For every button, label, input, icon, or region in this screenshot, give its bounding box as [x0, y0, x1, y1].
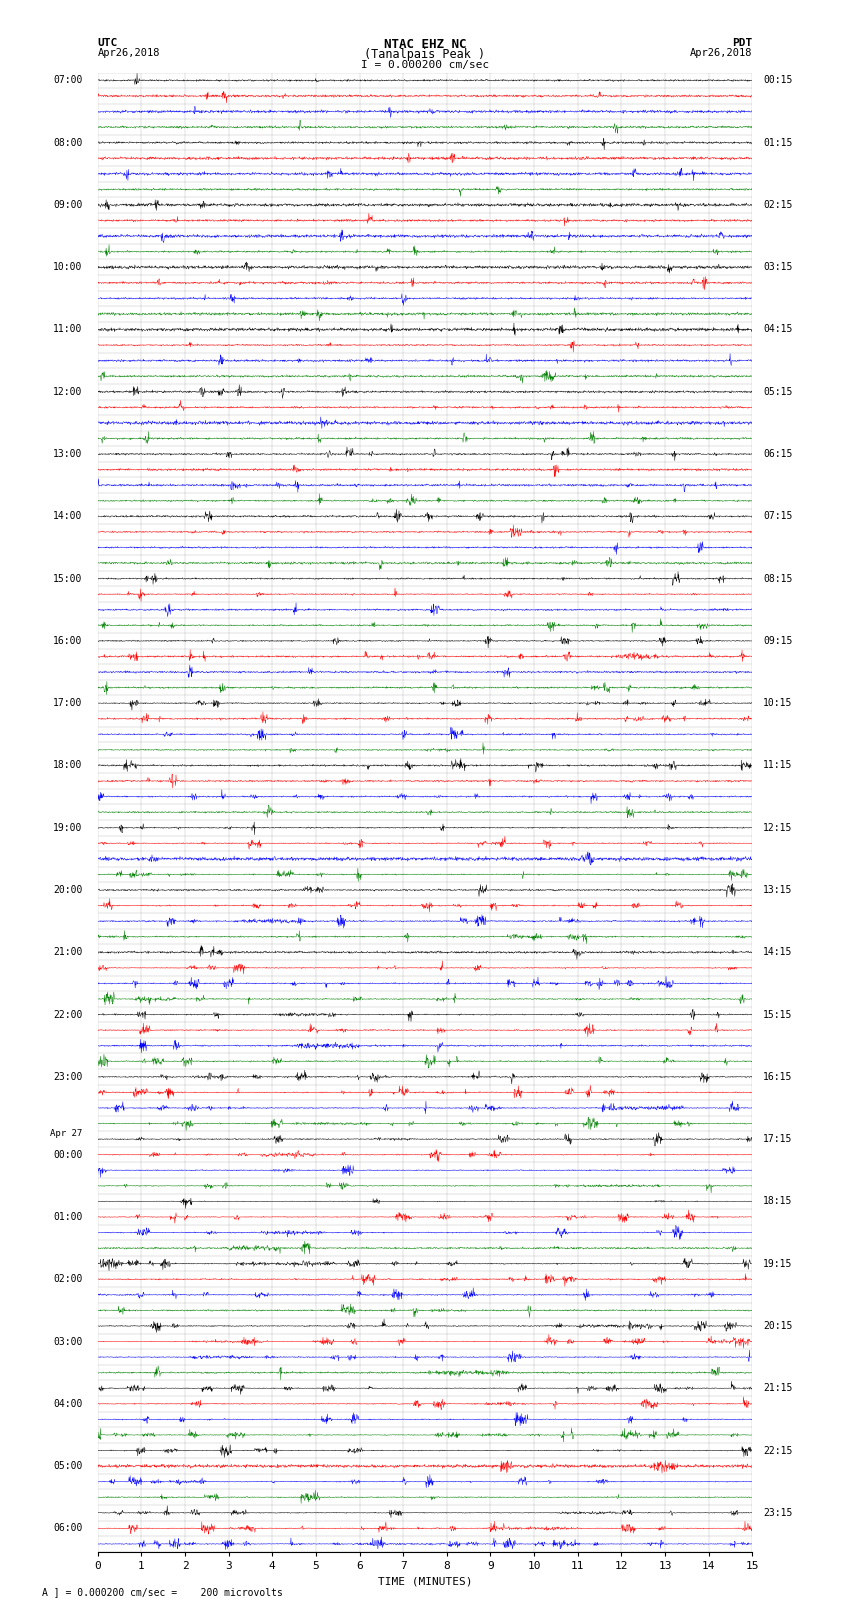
Text: 12:15: 12:15 [763, 823, 792, 832]
Text: NTAC EHZ NC: NTAC EHZ NC [383, 37, 467, 52]
Text: 19:15: 19:15 [763, 1258, 792, 1269]
Text: 18:15: 18:15 [763, 1197, 792, 1207]
Text: UTC: UTC [98, 37, 118, 48]
Text: 22:15: 22:15 [763, 1445, 792, 1455]
Text: 17:15: 17:15 [763, 1134, 792, 1144]
Text: I = 0.000200 cm/sec: I = 0.000200 cm/sec [361, 60, 489, 69]
Text: 00:15: 00:15 [763, 76, 792, 85]
Text: 10:00: 10:00 [53, 263, 82, 273]
Text: 08:15: 08:15 [763, 574, 792, 584]
Text: 12:00: 12:00 [53, 387, 82, 397]
Text: 14:00: 14:00 [53, 511, 82, 521]
Text: 10:15: 10:15 [763, 698, 792, 708]
Text: 02:15: 02:15 [763, 200, 792, 210]
Text: 09:15: 09:15 [763, 636, 792, 645]
Text: 21:15: 21:15 [763, 1384, 792, 1394]
Text: 05:15: 05:15 [763, 387, 792, 397]
Text: 16:00: 16:00 [53, 636, 82, 645]
Text: 11:15: 11:15 [763, 760, 792, 771]
Text: 23:15: 23:15 [763, 1508, 792, 1518]
Text: 14:15: 14:15 [763, 947, 792, 957]
Text: 19:00: 19:00 [53, 823, 82, 832]
Text: 16:15: 16:15 [763, 1071, 792, 1082]
Text: Apr26,2018: Apr26,2018 [689, 48, 752, 58]
Text: 08:00: 08:00 [53, 137, 82, 148]
Text: 13:00: 13:00 [53, 448, 82, 460]
Text: 00:00: 00:00 [53, 1150, 82, 1160]
Text: 06:00: 06:00 [53, 1523, 82, 1534]
Text: 13:15: 13:15 [763, 886, 792, 895]
Text: 15:15: 15:15 [763, 1010, 792, 1019]
Text: Apr 27: Apr 27 [50, 1129, 82, 1139]
Text: 09:00: 09:00 [53, 200, 82, 210]
Text: (Tanalpais Peak ): (Tanalpais Peak ) [365, 48, 485, 61]
Text: 11:00: 11:00 [53, 324, 82, 334]
Text: 02:00: 02:00 [53, 1274, 82, 1284]
X-axis label: TIME (MINUTES): TIME (MINUTES) [377, 1576, 473, 1586]
Text: 04:00: 04:00 [53, 1398, 82, 1408]
Text: 06:15: 06:15 [763, 448, 792, 460]
Text: 07:00: 07:00 [53, 76, 82, 85]
Text: 15:00: 15:00 [53, 574, 82, 584]
Text: Apr26,2018: Apr26,2018 [98, 48, 161, 58]
Text: 21:00: 21:00 [53, 947, 82, 957]
Text: 07:15: 07:15 [763, 511, 792, 521]
Text: 23:00: 23:00 [53, 1071, 82, 1082]
Text: 20:00: 20:00 [53, 886, 82, 895]
Text: PDT: PDT [732, 37, 752, 48]
Text: 22:00: 22:00 [53, 1010, 82, 1019]
Text: 18:00: 18:00 [53, 760, 82, 771]
Text: 17:00: 17:00 [53, 698, 82, 708]
Text: 01:00: 01:00 [53, 1211, 82, 1223]
Text: 01:15: 01:15 [763, 137, 792, 148]
Text: 05:00: 05:00 [53, 1461, 82, 1471]
Text: 04:15: 04:15 [763, 324, 792, 334]
Text: 20:15: 20:15 [763, 1321, 792, 1331]
Text: 03:00: 03:00 [53, 1337, 82, 1347]
Text: A ] = 0.000200 cm/sec =    200 microvolts: A ] = 0.000200 cm/sec = 200 microvolts [42, 1587, 283, 1597]
Text: 03:15: 03:15 [763, 263, 792, 273]
